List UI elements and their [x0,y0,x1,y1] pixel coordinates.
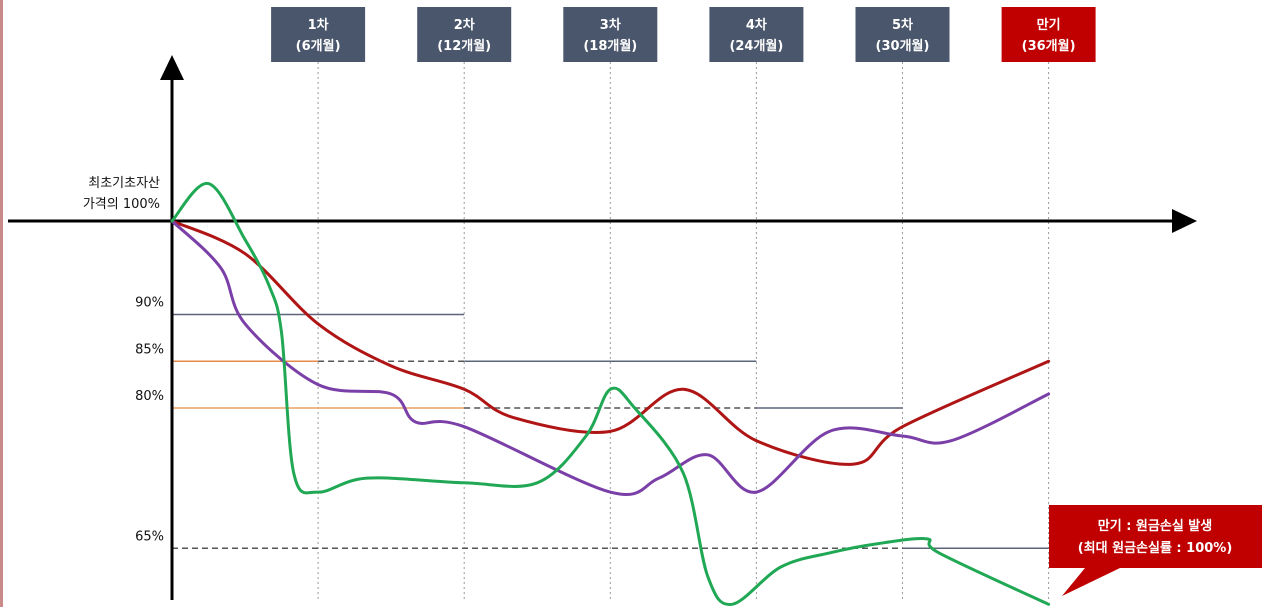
callout-line1: 만기 : 원금손실 발생 [1098,518,1212,534]
observation-header: 3차 (18개월) [563,7,658,62]
maturity-loss-callout: 만기 : 원금손실 발생 (최대 원금손실률 : 100%) [1049,505,1262,596]
observation-header: 1차 (6개월) [271,7,366,62]
observation-header: 4차 (24개월) [709,7,804,62]
observation-subtitle: (6개월) [296,38,341,54]
observation-title: 5차 [892,17,913,33]
callout-box [1049,505,1262,596]
observation-header-box [271,7,366,62]
observation-title: 1차 [308,17,329,33]
observation-subtitle: (18개월) [583,38,637,54]
price-path-line [170,182,1051,606]
price-paths [170,182,1051,606]
left-frame-edge [0,0,3,607]
barrier-lines [172,313,1049,550]
observation-header-box [709,7,804,62]
observation-header: 5차 (30개월) [855,7,950,62]
callout-line2: (최대 원금손실률 : 100%) [1078,540,1233,556]
observation-subtitle: (12개월) [437,38,491,54]
observation-header: 만기 (36개월) [1001,7,1096,62]
observation-subtitle: (36개월) [1022,38,1076,54]
x-axis-arrow-icon [1172,209,1197,233]
observation-title: 4차 [746,17,767,33]
y-level-label: 65% [135,529,164,544]
observation-title: 2차 [454,17,475,33]
observation-header-box [855,7,950,62]
y-axis-label-line2: 가격의 100% [83,197,160,212]
observation-header-box [417,7,512,62]
observation-title: 만기 [1037,17,1061,33]
observation-header-box [563,7,658,62]
observation-subtitle: (24개월) [729,38,783,54]
observation-subtitle: (30개월) [876,38,930,54]
y-axis-label-line1: 최초기초자산 [88,176,160,191]
y-axis-arrow-icon [160,55,184,80]
observation-headers: 1차 (6개월) 2차 (12개월) 3차 (18개월) 4차 (24개월) 5차 (30개월) 만… [271,7,1096,62]
y-level-label: 80% [135,389,164,404]
y-axis-label: 최초기초자산 가격의 100% [83,176,160,212]
price-path-line [170,219,1051,497]
observation-title: 3차 [600,17,621,33]
observation-gridlines [317,62,1050,600]
observation-header: 2차 (12개월) [417,7,512,62]
y-level-label: 85% [135,342,164,357]
y-level-labels: 90% 85% 80% 65% [135,296,164,545]
observation-header-box [1001,7,1096,62]
y-level-label: 90% [135,296,164,311]
